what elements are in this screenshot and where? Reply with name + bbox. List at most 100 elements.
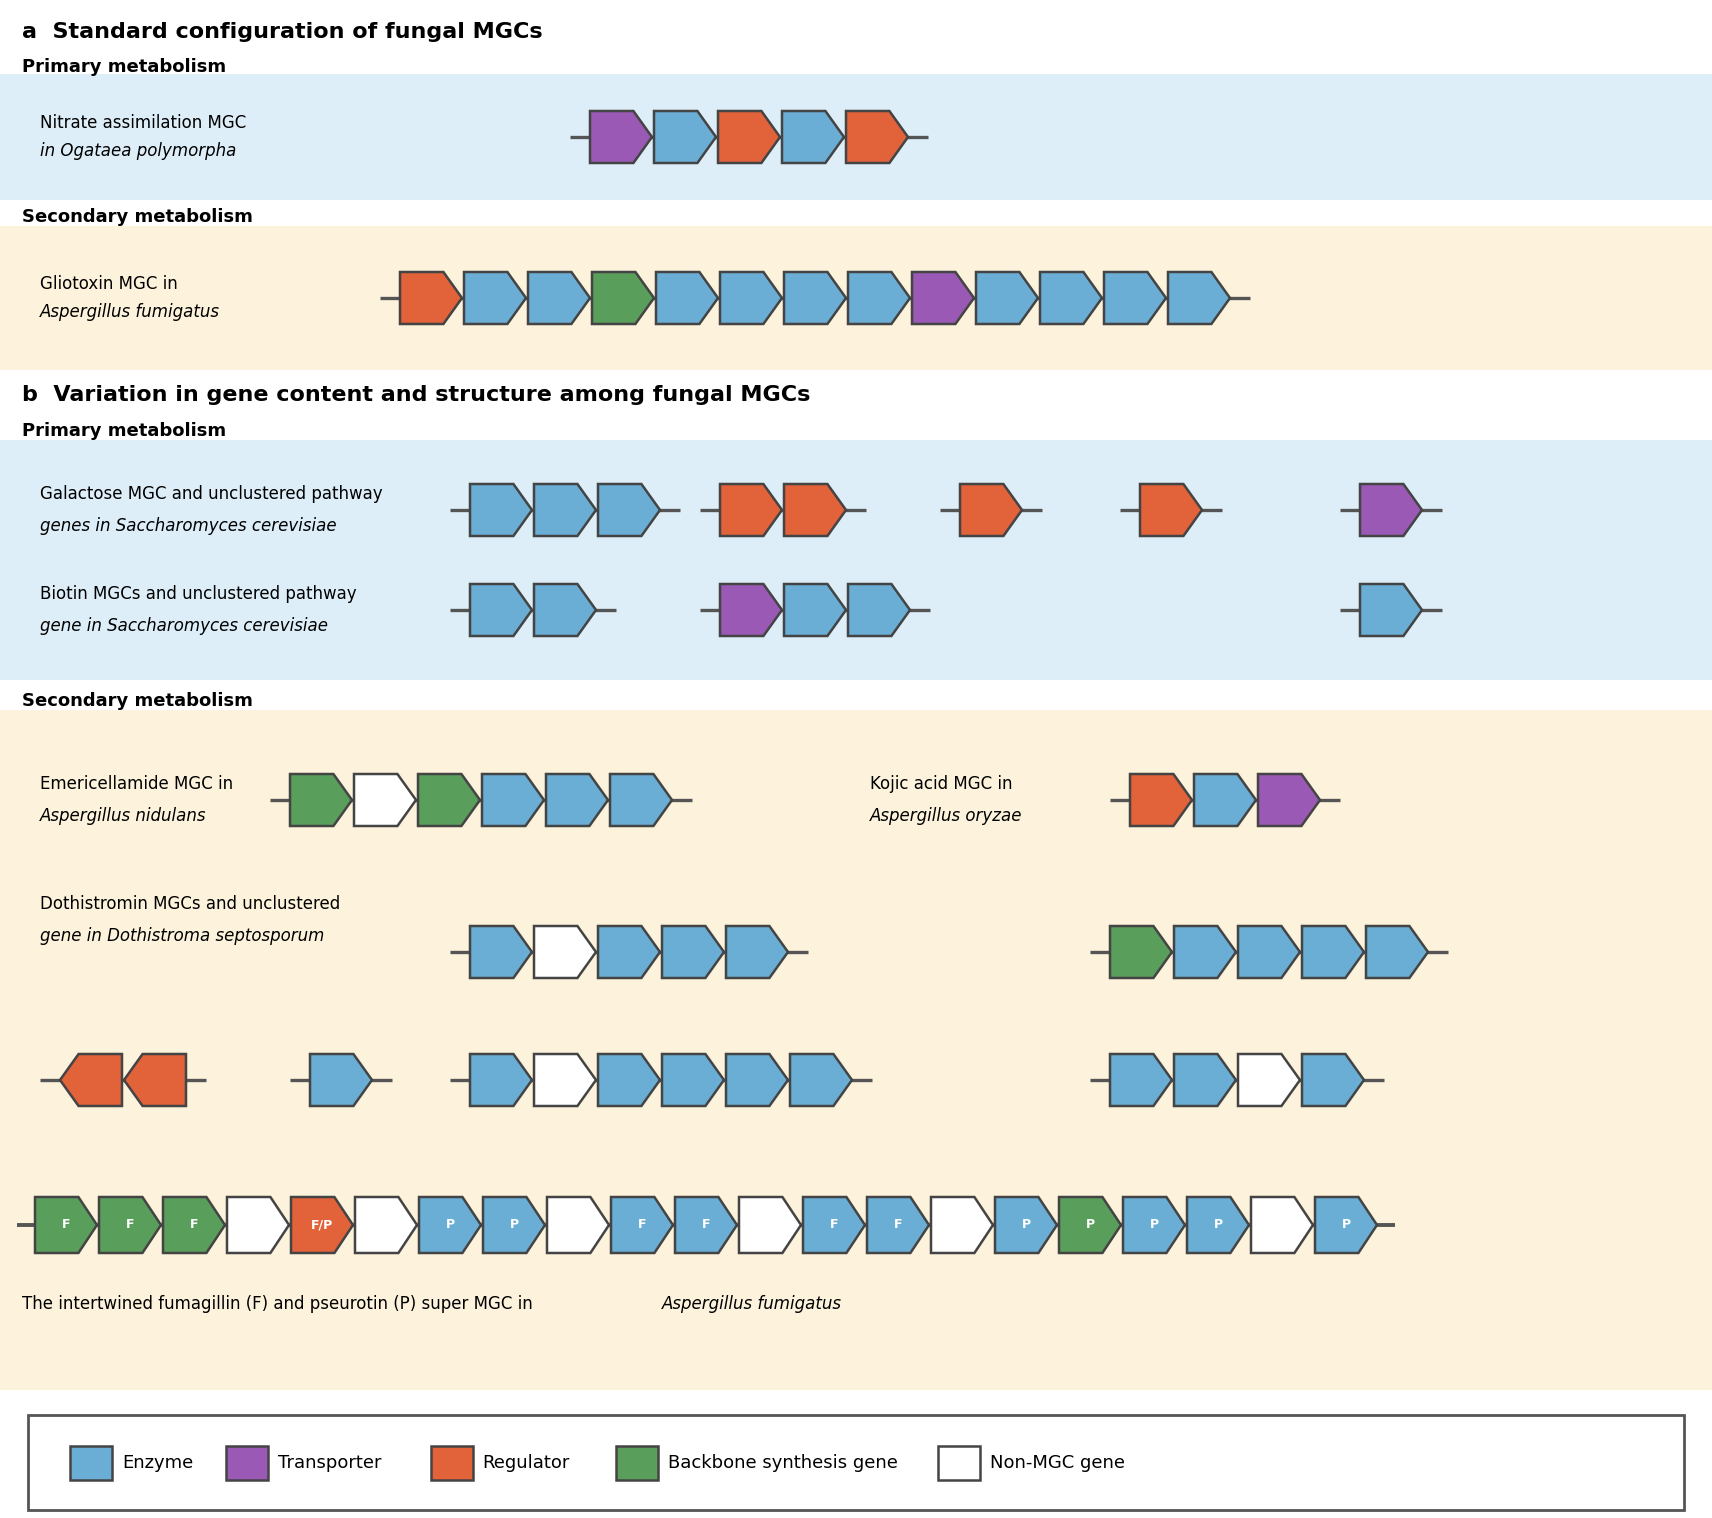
Polygon shape <box>1193 774 1257 826</box>
Polygon shape <box>721 484 782 536</box>
Polygon shape <box>592 272 654 323</box>
Polygon shape <box>784 484 846 536</box>
Polygon shape <box>663 926 724 978</box>
Polygon shape <box>1251 1198 1313 1252</box>
Polygon shape <box>548 1198 609 1252</box>
Polygon shape <box>471 484 532 536</box>
Polygon shape <box>597 484 661 536</box>
Bar <box>226 1445 267 1480</box>
Text: F: F <box>830 1219 839 1231</box>
Text: P: P <box>1342 1219 1351 1231</box>
Text: P: P <box>445 1219 455 1231</box>
Polygon shape <box>1140 484 1202 536</box>
Polygon shape <box>546 774 608 826</box>
Polygon shape <box>656 272 717 323</box>
Text: P: P <box>1214 1219 1222 1231</box>
Polygon shape <box>1186 1198 1250 1252</box>
Bar <box>70 1445 111 1480</box>
Text: Dothistromin MGCs and unclustered: Dothistromin MGCs and unclustered <box>39 896 341 912</box>
Polygon shape <box>471 584 532 636</box>
Text: P: P <box>510 1219 519 1231</box>
Text: Regulator: Regulator <box>483 1454 570 1471</box>
Polygon shape <box>912 272 974 323</box>
Polygon shape <box>228 1198 289 1252</box>
Polygon shape <box>163 1198 224 1252</box>
Bar <box>938 1445 981 1480</box>
Bar <box>616 1445 657 1480</box>
Text: The intertwined fumagillin (F) and pseurotin (P) super MGC in: The intertwined fumagillin (F) and pseur… <box>22 1295 538 1313</box>
Text: in ​Ogataea polymorpha: in ​Ogataea polymorpha <box>39 143 236 159</box>
Polygon shape <box>483 1198 544 1252</box>
Polygon shape <box>1109 1053 1173 1107</box>
Text: Nitrate assimilation MGC: Nitrate assimilation MGC <box>39 114 247 132</box>
Text: a  Standard configuration of fungal MGCs: a Standard configuration of fungal MGCs <box>22 21 543 43</box>
Polygon shape <box>866 1198 930 1252</box>
Polygon shape <box>1258 774 1320 826</box>
Polygon shape <box>726 1053 788 1107</box>
Text: F/P: F/P <box>312 1219 334 1231</box>
Text: Gliotoxin MGC in: Gliotoxin MGC in <box>39 275 178 293</box>
Polygon shape <box>1359 584 1423 636</box>
Polygon shape <box>1238 1053 1299 1107</box>
Polygon shape <box>654 111 716 162</box>
Text: Transporter: Transporter <box>277 1454 382 1471</box>
Polygon shape <box>1174 1053 1236 1107</box>
Text: P: P <box>1149 1219 1159 1231</box>
Text: Non-MGC gene: Non-MGC gene <box>990 1454 1125 1471</box>
Polygon shape <box>784 584 846 636</box>
Bar <box>0 710 1712 1390</box>
Bar <box>431 1445 473 1480</box>
Polygon shape <box>99 1198 161 1252</box>
Text: Primary metabolism: Primary metabolism <box>22 58 226 76</box>
Text: Kojic acid MGC in: Kojic acid MGC in <box>870 776 1012 792</box>
Polygon shape <box>717 111 781 162</box>
Polygon shape <box>789 1053 853 1107</box>
Polygon shape <box>847 584 911 636</box>
Text: gene in Dothistroma septosporum: gene in Dothistroma septosporum <box>39 927 324 946</box>
Polygon shape <box>534 926 596 978</box>
Polygon shape <box>1359 484 1423 536</box>
Polygon shape <box>846 111 907 162</box>
Polygon shape <box>291 1198 353 1252</box>
Polygon shape <box>1130 774 1192 826</box>
Polygon shape <box>1039 272 1103 323</box>
Text: F: F <box>702 1219 710 1231</box>
Polygon shape <box>1315 1198 1376 1252</box>
Text: P: P <box>1022 1219 1031 1231</box>
Text: Secondary metabolism: Secondary metabolism <box>22 692 253 710</box>
Polygon shape <box>1104 272 1166 323</box>
Polygon shape <box>1168 272 1229 323</box>
Text: Primary metabolism: Primary metabolism <box>22 422 226 440</box>
Bar <box>27 1415 1685 1510</box>
Polygon shape <box>960 484 1022 536</box>
Polygon shape <box>1123 1198 1185 1252</box>
Polygon shape <box>483 774 544 826</box>
Polygon shape <box>726 926 788 978</box>
Polygon shape <box>289 774 353 826</box>
Bar <box>0 440 1712 680</box>
Text: Aspergillus nidulans: Aspergillus nidulans <box>39 808 207 824</box>
Polygon shape <box>1303 926 1364 978</box>
Polygon shape <box>354 774 416 826</box>
Polygon shape <box>354 1198 418 1252</box>
Polygon shape <box>1174 926 1236 978</box>
Text: Secondary metabolism: Secondary metabolism <box>22 208 253 226</box>
Text: Backbone synthesis gene: Backbone synthesis gene <box>668 1454 897 1471</box>
Polygon shape <box>60 1053 122 1107</box>
Text: Aspergillus fumigatus: Aspergillus fumigatus <box>39 304 221 320</box>
Text: F: F <box>639 1219 645 1231</box>
Polygon shape <box>611 1198 673 1252</box>
Text: Aspergillus oryzae: Aspergillus oryzae <box>870 808 1022 824</box>
Polygon shape <box>419 1198 481 1252</box>
Polygon shape <box>534 584 596 636</box>
Text: Aspergillus fumigatus: Aspergillus fumigatus <box>663 1295 842 1313</box>
Polygon shape <box>534 1053 596 1107</box>
Text: Biotin MGCs and unclustered pathway: Biotin MGCs and unclustered pathway <box>39 584 356 603</box>
Polygon shape <box>471 1053 532 1107</box>
Text: gene in Saccharomyces cerevisiae: gene in Saccharomyces cerevisiae <box>39 616 329 635</box>
Polygon shape <box>721 272 782 323</box>
Polygon shape <box>1303 1053 1364 1107</box>
Polygon shape <box>527 272 591 323</box>
Text: F: F <box>894 1219 902 1231</box>
Text: Enzyme: Enzyme <box>122 1454 193 1471</box>
